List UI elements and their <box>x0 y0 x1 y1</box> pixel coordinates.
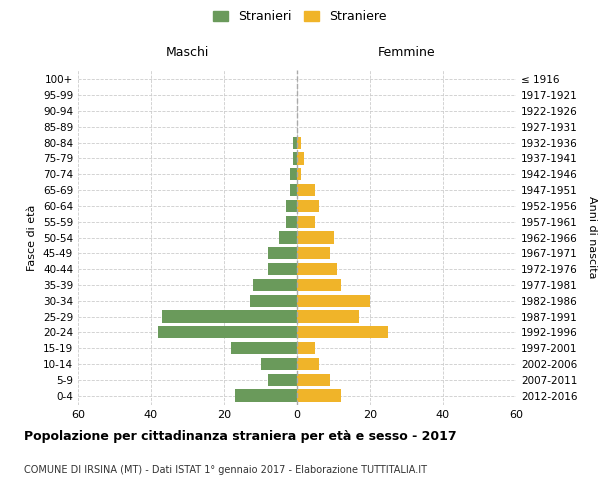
Y-axis label: Fasce di età: Fasce di età <box>28 204 37 270</box>
Bar <box>297 278 341 291</box>
Bar <box>253 278 297 291</box>
Bar <box>250 294 297 307</box>
Bar <box>297 294 370 307</box>
Bar <box>297 184 315 196</box>
Bar <box>162 310 297 322</box>
Text: Popolazione per cittadinanza straniera per età e sesso - 2017: Popolazione per cittadinanza straniera p… <box>24 430 457 443</box>
Bar <box>297 136 301 149</box>
Bar <box>297 342 315 354</box>
Bar <box>297 263 337 276</box>
Bar <box>297 247 330 260</box>
Bar <box>232 342 297 354</box>
Y-axis label: Anni di nascita: Anni di nascita <box>587 196 597 279</box>
Bar <box>268 247 297 260</box>
Bar <box>297 232 334 243</box>
Legend: Stranieri, Straniere: Stranieri, Straniere <box>209 6 391 26</box>
Bar <box>235 390 297 402</box>
Bar <box>293 136 297 149</box>
Bar <box>279 232 297 243</box>
Text: Femmine: Femmine <box>377 46 436 59</box>
Bar <box>297 358 319 370</box>
Bar <box>297 168 301 180</box>
Bar <box>286 216 297 228</box>
Bar <box>297 200 319 212</box>
Bar <box>297 216 315 228</box>
Text: Maschi: Maschi <box>166 46 209 59</box>
Bar <box>268 263 297 276</box>
Bar <box>297 326 388 338</box>
Bar <box>260 358 297 370</box>
Bar <box>297 310 359 322</box>
Bar <box>297 152 304 164</box>
Bar <box>268 374 297 386</box>
Bar <box>297 374 330 386</box>
Bar <box>290 168 297 180</box>
Bar <box>293 152 297 164</box>
Bar <box>286 200 297 212</box>
Text: COMUNE DI IRSINA (MT) - Dati ISTAT 1° gennaio 2017 - Elaborazione TUTTITALIA.IT: COMUNE DI IRSINA (MT) - Dati ISTAT 1° ge… <box>24 465 427 475</box>
Bar <box>290 184 297 196</box>
Bar <box>158 326 297 338</box>
Bar <box>297 390 341 402</box>
